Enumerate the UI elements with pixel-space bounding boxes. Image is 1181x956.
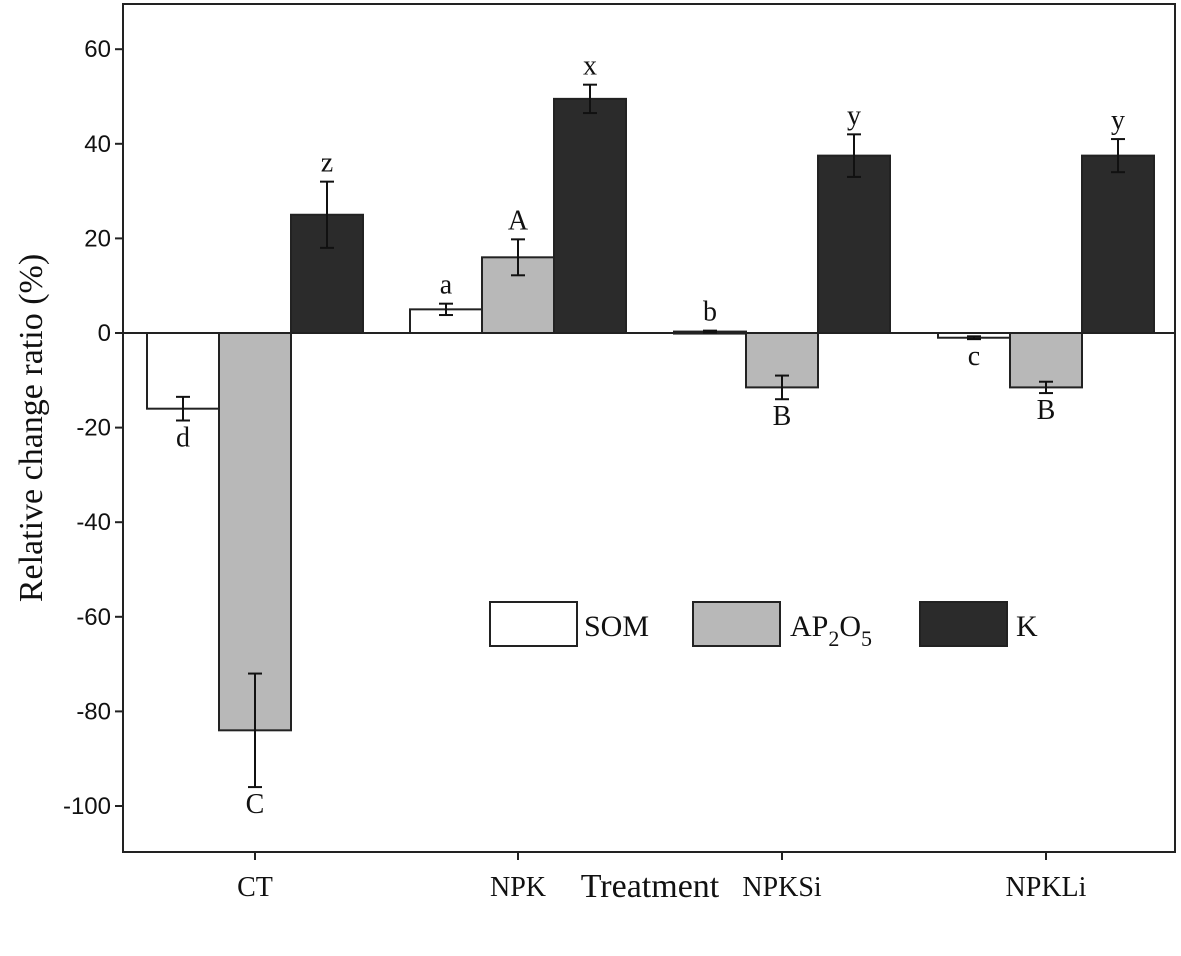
y-tick-label: -100: [63, 793, 111, 820]
significance-letter: y: [1111, 105, 1125, 136]
y-axis-ticks: 60 40 20 0 -20 -40 -60 -80 -100: [63, 36, 123, 820]
significance-letter: x: [583, 51, 597, 82]
legend-label-som: SOM: [584, 610, 649, 643]
legend-swatch-som: [489, 601, 578, 647]
y-tick-label: 20: [84, 225, 111, 252]
y-tick-label: -80: [76, 698, 111, 725]
bar-k-npkli: [1081, 154, 1155, 334]
significance-letter: c: [968, 341, 980, 372]
x-axis-ticks: CT NPK NPKSi NPKLi: [237, 852, 1087, 903]
significance-letter: a: [440, 270, 453, 301]
significance-letter: A: [508, 205, 529, 236]
significance-letter: B: [1037, 395, 1056, 426]
significance-letter: b: [703, 297, 717, 328]
significance-letter: y: [847, 100, 861, 131]
legend: SOM AP2O5 K: [489, 601, 1038, 651]
significance-letter: d: [176, 423, 190, 454]
bar-ap2o5-ct: [218, 332, 292, 732]
significance-letter: B: [773, 401, 792, 432]
y-tick-label: -40: [76, 509, 111, 536]
significance-letters: d a b c C A B Bz x y y: [176, 51, 1125, 820]
legend-swatch-k: [919, 601, 1008, 647]
bar-ap2o5-npkli: [1009, 332, 1083, 389]
y-tick-label: 0: [98, 320, 111, 347]
significance-letter: C: [246, 789, 265, 820]
y-tick-label: -20: [76, 415, 111, 442]
x-tick-label: CT: [237, 872, 273, 903]
legend-swatch-ap2o5: [692, 601, 781, 647]
x-tick-label: NPKLi: [1006, 872, 1087, 903]
plot-area: [122, 3, 1176, 853]
x-tick-label: NPKSi: [742, 872, 822, 903]
bar-k-npksi: [817, 154, 891, 334]
error-bars: [176, 83, 1125, 789]
y-tick-label: 60: [84, 36, 111, 63]
x-tick-label: NPK: [490, 872, 546, 903]
x-axis-title: Treatment: [581, 868, 720, 905]
y-axis-title: Relative change ratio (%): [13, 254, 50, 602]
legend-label-ap2o5: AP2O5: [790, 610, 872, 651]
significance-letter: z: [321, 148, 333, 179]
y-tick-label: 40: [84, 131, 111, 158]
y-tick-label: -60: [76, 604, 111, 631]
bar-k-npk: [553, 97, 627, 334]
bar-series: [146, 97, 1155, 732]
legend-label-k: K: [1016, 610, 1038, 643]
